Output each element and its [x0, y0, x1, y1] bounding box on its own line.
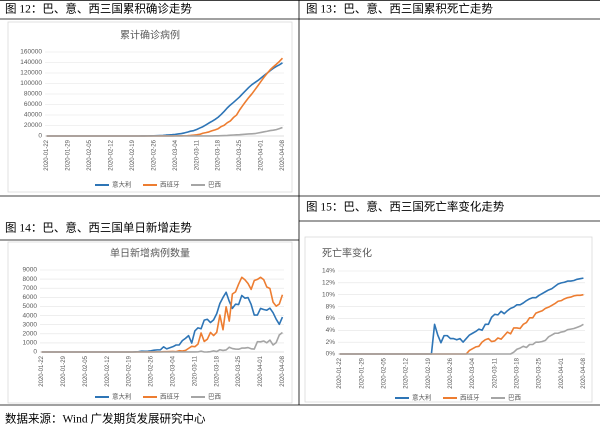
- x-tick-label: 2020-02-12: [108, 139, 114, 170]
- legend-label: 意大利: [112, 392, 132, 401]
- x-tick-label: 2020-03-18: [514, 357, 520, 388]
- chart-border: [7, 241, 293, 404]
- chart: 死亡率变化 0% 2% 4% 6% 8% 10% 12% 14% 2020-01-22 2020-0…: [304, 236, 593, 403]
- x-tick-label: 2020-04-01: [259, 139, 265, 170]
- chart-title: 死亡率变化: [322, 247, 372, 260]
- x-tick-label: 2020-02-19: [130, 139, 136, 170]
- x-tick-label: 2020-02-05: [83, 355, 89, 386]
- y-tick-label: 0: [38, 133, 42, 140]
- x-tick-label: 2020-03-25: [537, 357, 543, 388]
- y-tick-label: 20000: [24, 122, 42, 129]
- caption: 图 15：巴、意、西三国死亡率变化走势: [306, 200, 505, 214]
- y-tick-label: 9000: [23, 267, 38, 274]
- x-tick-label: 2020-03-04: [470, 357, 476, 388]
- y-tick-label: 6000: [23, 294, 38, 301]
- y-tick-label: 7000: [23, 285, 38, 292]
- y-tick-label: 140000: [20, 59, 42, 66]
- x-tick-label: 2020-04-08: [280, 139, 286, 170]
- series-line: [46, 126, 283, 137]
- y-tick-label: 3000: [23, 321, 38, 328]
- x-tick-label: 2020-02-12: [105, 355, 111, 386]
- legend-label: 西班牙: [160, 180, 180, 189]
- x-tick-label: 2020-04-01: [559, 357, 565, 388]
- x-tick-label: 2020-02-19: [426, 357, 432, 388]
- caption: 图 13：巴、意、西三国累积死亡走势: [306, 2, 493, 16]
- chart-title: 累计确诊病例: [120, 29, 180, 42]
- x-tick-label: 2020-03-18: [214, 355, 220, 386]
- x-tick-label: 2020-03-11: [194, 139, 200, 170]
- x-tick-label: 2020-02-19: [127, 355, 133, 386]
- y-tick-label: 80000: [24, 91, 42, 98]
- y-tick-label: 2000: [23, 330, 38, 337]
- y-tick-label: 100000: [20, 80, 42, 87]
- y-tick-label: 0%: [326, 351, 336, 358]
- x-tick-label: 2020-04-08: [581, 357, 587, 388]
- legend-label: 巴西: [508, 394, 522, 402]
- chart: 累计确诊病例 0 20000 40000 60000 80000 100000 120000 1…: [7, 21, 293, 193]
- y-tick-label: 40000: [24, 112, 42, 119]
- chart: 单日新增病例数量 0 1000 2000 3000 4000 5000 6000 7000 800…: [7, 241, 293, 404]
- legend-label: 巴西: [208, 393, 222, 401]
- y-tick-label: 8000: [23, 276, 38, 283]
- chart-title: 单日新增病例数量: [110, 247, 190, 260]
- x-tick-label: 2020-01-29: [66, 139, 72, 170]
- x-tick-label: 2020-02-12: [404, 357, 410, 388]
- legend-label: 巴西: [208, 181, 222, 189]
- legend-label: 西班牙: [160, 392, 180, 401]
- x-tick-label: 2020-03-25: [237, 139, 243, 170]
- y-tick-label: 120000: [20, 70, 42, 77]
- y-tick-label: 4%: [326, 327, 336, 334]
- y-tick-label: 10%: [322, 291, 335, 298]
- x-tick-label: 2020-01-22: [39, 355, 45, 386]
- y-tick-label: 14%: [322, 268, 335, 275]
- y-tick-label: 4000: [23, 312, 38, 319]
- x-tick-label: 2020-03-04: [171, 355, 177, 386]
- frame: [0, 0, 600, 406]
- y-tick-label: 8%: [326, 303, 336, 310]
- legend-label: 意大利: [112, 180, 132, 189]
- y-tick-label: 60000: [24, 101, 42, 108]
- series-line: [339, 323, 584, 355]
- x-tick-label: 2020-02-05: [87, 139, 93, 170]
- y-tick-label: 6%: [326, 315, 336, 322]
- y-tick-label: 5000: [23, 303, 38, 310]
- x-tick-label: 2020-04-08: [280, 355, 286, 386]
- x-tick-label: 2020-01-29: [61, 355, 67, 386]
- chart-border: [7, 21, 293, 193]
- source: 数据来源：Wind 广发期货发展研究中心: [5, 412, 206, 426]
- x-tick-label: 2020-03-18: [216, 139, 222, 170]
- y-tick-label: 1000: [23, 340, 38, 347]
- x-tick-label: 2020-02-26: [151, 139, 157, 170]
- x-tick-label: 2020-03-11: [192, 355, 198, 386]
- caption: 图 12：巴、意、西三国累积确诊走势: [5, 2, 192, 16]
- x-tick-label: 2020-01-29: [359, 357, 365, 388]
- x-tick-label: 2020-04-01: [258, 355, 264, 386]
- y-tick-label: 2%: [326, 339, 336, 346]
- legend-label: 西班牙: [460, 393, 480, 402]
- x-tick-label: 2020-03-11: [492, 357, 498, 388]
- y-tick-label: 160000: [20, 49, 42, 56]
- chart-border: [304, 236, 593, 403]
- x-tick-label: 2020-02-26: [448, 357, 454, 388]
- x-tick-label: 2020-03-25: [236, 355, 242, 386]
- x-tick-label: 2020-02-05: [381, 357, 387, 388]
- y-tick-label: 0: [33, 349, 37, 356]
- x-tick-label: 2020-02-26: [149, 355, 155, 386]
- y-tick-label: 12%: [322, 280, 335, 287]
- x-tick-label: 2020-03-04: [173, 139, 179, 170]
- series-line: [41, 331, 283, 353]
- x-tick-label: 2020-01-22: [337, 357, 343, 388]
- x-tick-label: 2020-01-22: [44, 139, 50, 170]
- legend-label: 意大利: [412, 393, 432, 402]
- caption: 图 14：巴、意、西三国单日新增走势: [5, 221, 192, 235]
